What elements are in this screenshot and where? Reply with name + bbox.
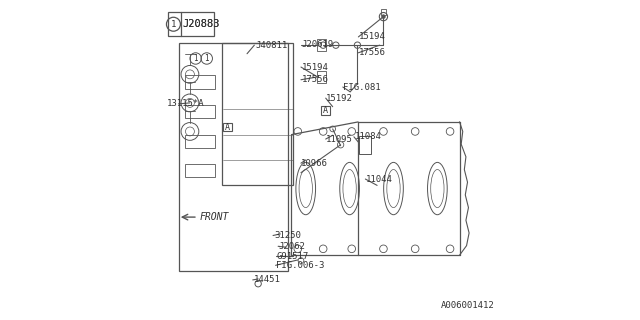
Text: G91517: G91517: [276, 252, 308, 260]
Text: FRONT: FRONT: [200, 212, 229, 222]
Bar: [221, 43, 293, 185]
Text: FIG.081: FIG.081: [344, 83, 381, 92]
Text: FIG.006-3: FIG.006-3: [276, 261, 324, 270]
Text: A: A: [225, 123, 230, 132]
Bar: [358, 136, 371, 154]
Bar: [321, 106, 330, 115]
Text: 1: 1: [171, 20, 176, 29]
Text: J2062: J2062: [279, 242, 306, 251]
Text: 17556: 17556: [301, 75, 328, 84]
Bar: [381, 9, 386, 15]
Text: J20619: J20619: [301, 40, 334, 49]
Text: J20883: J20883: [182, 19, 220, 29]
Text: 17556: 17556: [359, 48, 386, 57]
Bar: [185, 75, 215, 89]
Bar: [185, 105, 215, 118]
Text: J20883: J20883: [182, 19, 220, 29]
Text: 14451: 14451: [253, 276, 280, 284]
Text: 1: 1: [193, 54, 198, 63]
Text: J40811: J40811: [255, 41, 287, 50]
Text: 15194: 15194: [359, 32, 386, 41]
Bar: [223, 123, 232, 132]
Text: 11044: 11044: [366, 174, 393, 184]
Text: 31250: 31250: [275, 231, 301, 240]
Circle shape: [381, 15, 385, 19]
Text: 11095: 11095: [326, 135, 353, 144]
Bar: [185, 164, 215, 178]
Text: 13115*A: 13115*A: [166, 99, 204, 108]
Text: 11084: 11084: [355, 132, 382, 141]
Circle shape: [380, 12, 388, 21]
Bar: [317, 39, 326, 51]
Text: 1: 1: [204, 54, 209, 63]
Bar: [317, 71, 326, 83]
Text: 10966: 10966: [301, 159, 328, 168]
Bar: [179, 43, 288, 271]
Circle shape: [333, 42, 339, 48]
Bar: [185, 134, 215, 148]
Text: A006001412: A006001412: [440, 301, 494, 310]
Text: A: A: [323, 106, 328, 115]
Text: 15194: 15194: [301, 62, 328, 72]
Bar: [168, 12, 214, 36]
Circle shape: [320, 42, 326, 48]
Circle shape: [355, 42, 360, 48]
Text: 15192: 15192: [326, 94, 353, 103]
